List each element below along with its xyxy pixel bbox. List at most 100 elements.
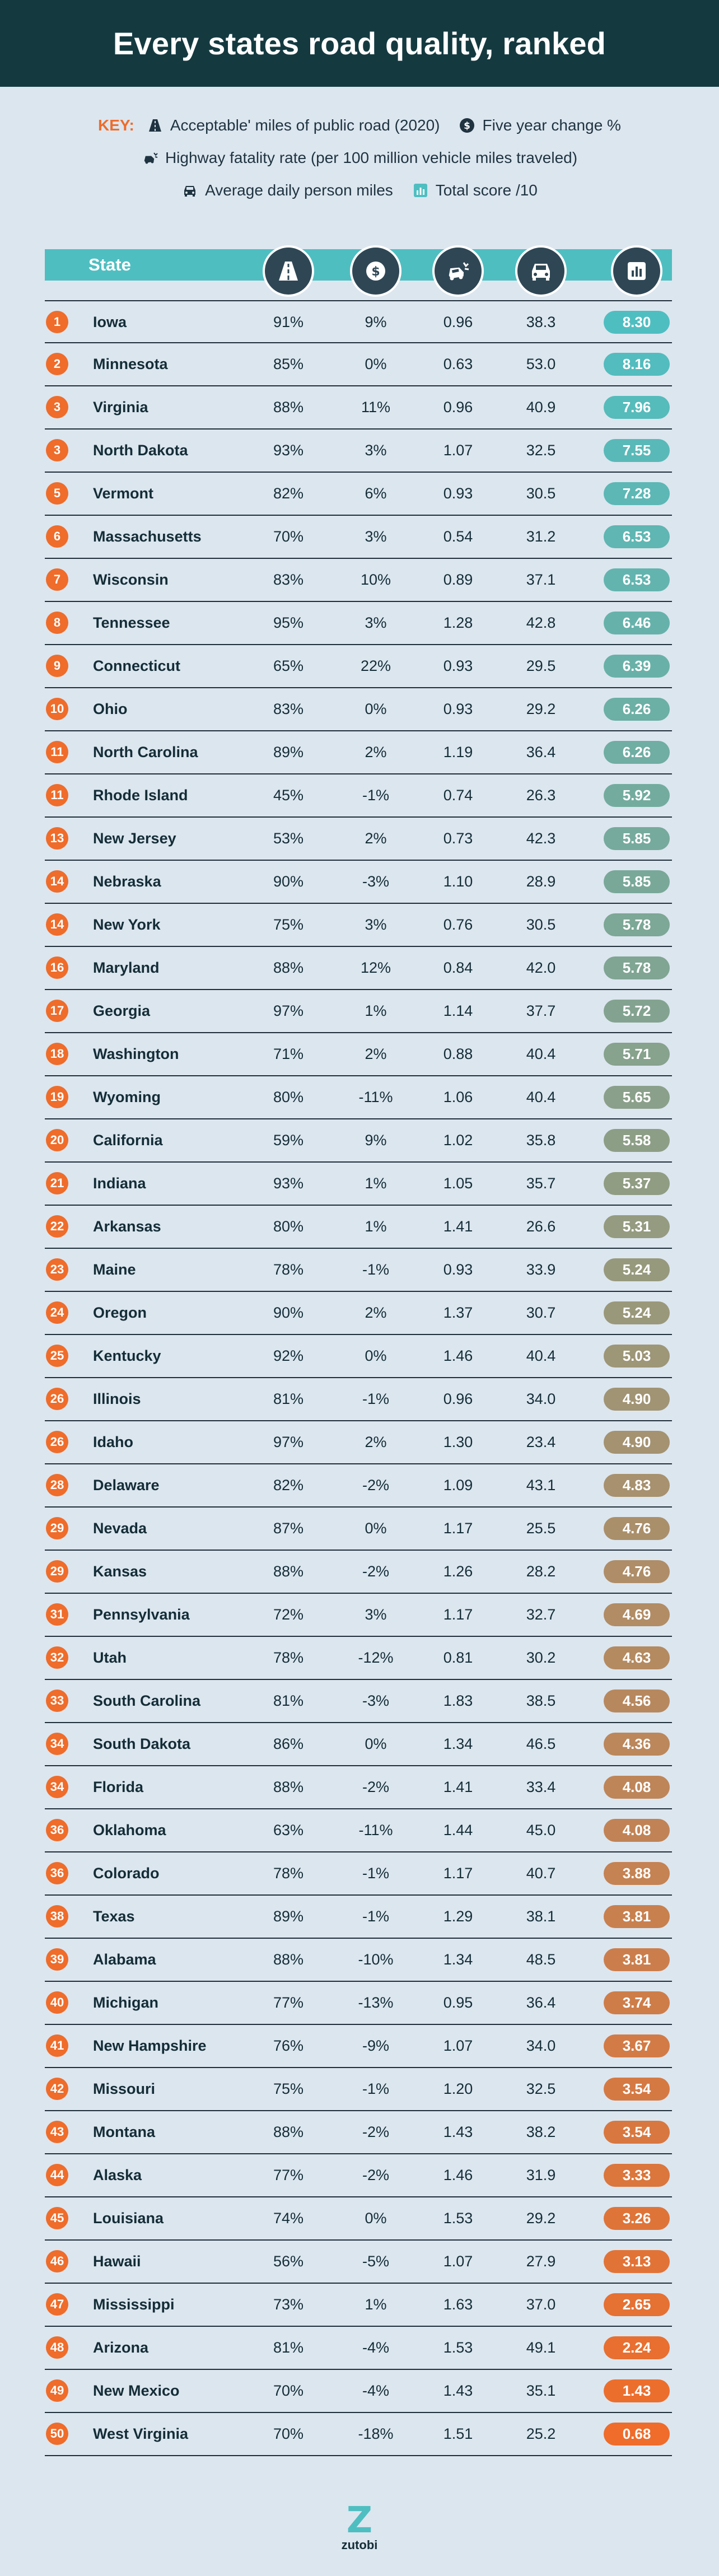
state-name: Arizona [93,2339,149,2356]
table-row: 42 Missouri 75% -1% 1.20 32.5 3.54 [45,2068,672,2111]
daily-person-miles-value: 29.2 [526,2210,556,2227]
fatality-rate-value: 0.89 [443,571,473,588]
total-score-badge: 6.26 [604,741,670,764]
daily-person-miles-value: 28.2 [526,1563,556,1580]
total-score-badge: 2.24 [604,2336,670,2359]
rank-badge: 34 [46,1776,68,1798]
acceptable-miles-value: 80% [273,1218,304,1235]
total-score-badge: 6.46 [604,612,670,634]
rank-badge: 19 [46,1086,68,1108]
state-name: Oregon [93,1304,147,1321]
fatality-rate-value: 1.17 [443,1520,473,1537]
daily-person-miles-value: 40.7 [526,1865,556,1882]
total-score-badge: 6.26 [604,698,670,721]
total-score-badge: 5.37 [604,1172,670,1195]
state-column-header: State [88,255,131,274]
fatality-rate-value: 0.96 [443,1390,473,1407]
rank-badge: 47 [46,2293,68,2316]
table-row: 28 Delaware 82% -2% 1.09 43.1 4.83 [45,1464,672,1508]
table-row: 16 Maryland 88% 12% 0.84 42.0 5.78 [45,947,672,990]
fatality-rate-value: 1.41 [443,1218,473,1235]
total-score-badge: 3.81 [604,1905,670,1928]
state-name: Mississippi [93,2296,175,2313]
state-name: Indiana [93,1175,146,1192]
daily-person-miles-value: 29.5 [526,657,556,674]
key-line-2: Highway fatality rate (per 100 million v… [0,144,719,171]
fatality-rate-value: 1.34 [443,1951,473,1968]
fatality-rate-value: 1.29 [443,1908,473,1925]
daily-person-miles-value: 27.9 [526,2253,556,2270]
five-year-change-value: -1% [362,1865,389,1882]
rank-badge: 22 [46,1215,68,1238]
rank-badge: 3 [46,439,68,461]
state-name: Missouri [93,2080,156,2097]
daily-person-miles-value: 25.5 [526,1520,556,1537]
table-row: 38 Texas 89% -1% 1.29 38.1 3.81 [45,1896,672,1939]
ranking-table: 1 Iowa 91% 9% 0.96 38.3 8.30 2 Minnesota 85% 0% 0.6… [45,300,672,2456]
table-row: 26 Idaho 97% 2% 1.30 23.4 4.90 [45,1421,672,1464]
fatality-rate-value: 1.17 [443,1865,473,1882]
acceptable-miles-value: 88% [273,959,304,976]
daily-person-miles-value: 38.2 [526,2124,556,2140]
five-year-change-value: -2% [362,1477,389,1494]
daily-person-miles-value: 26.6 [526,1218,556,1235]
five-year-change-value: -2% [362,1779,389,1795]
five-year-change-value: 0% [365,1520,387,1537]
daily-person-miles-value: 33.9 [526,1261,556,1278]
acceptable-miles-value: 77% [273,1994,304,2011]
acceptable-miles-value: 81% [273,1692,304,1709]
five-year-change-value: 2% [365,830,387,847]
daily-person-miles-value: 42.8 [526,614,556,631]
five-year-change-value: 0% [365,1347,387,1364]
state-name: Tennessee [93,614,170,631]
total-score-badge: 5.78 [604,913,670,936]
total-score-badge: 7.96 [604,396,670,419]
total-score-badge: 3.54 [604,2078,670,2101]
table-row: 18 Washington 71% 2% 0.88 40.4 5.71 [45,1033,672,1076]
state-name: Iowa [93,314,127,330]
state-name: Georgia [93,1002,151,1019]
state-name: Virginia [93,399,148,416]
fatality-rate-value: 1.28 [443,614,473,631]
total-score-badge: 0.68 [604,2423,670,2446]
fatality-rate-value: 1.10 [443,873,473,890]
state-name: West Virginia [93,2425,189,2442]
acceptable-miles-value: 89% [273,744,304,760]
fatality-rate-value: 1.34 [443,1735,473,1752]
acceptable-miles-value: 78% [273,1865,304,1882]
five-year-change-value: 22% [360,657,391,674]
table-row: 2 Minnesota 85% 0% 0.63 53.0 8.16 [45,343,672,386]
acceptable-miles-value: 90% [273,873,304,890]
five-year-change-value: 1% [365,2296,387,2313]
total-score-badge: 3.54 [604,2121,670,2144]
fatality-rate-value: 1.02 [443,1132,473,1149]
five-year-change-value: -13% [358,1994,394,2011]
daily-person-miles-value: 40.4 [526,1347,556,1364]
five-year-change-value: 6% [365,485,387,502]
key-text-fatality: Highway fatality rate (per 100 million v… [165,149,578,166]
five-year-change-value: -3% [362,1692,389,1709]
daily-person-miles-value: 40.4 [526,1046,556,1062]
table-row: 1 Iowa 91% 9% 0.96 38.3 8.30 [45,300,672,343]
table-row: 3 Virginia 88% 11% 0.96 40.9 7.96 [45,386,672,430]
five-year-change-value: -1% [362,1261,389,1278]
daily-person-miles-value: 30.7 [526,1304,556,1321]
rank-badge: 16 [46,956,68,979]
table-row: 13 New Jersey 53% 2% 0.73 42.3 5.85 [45,818,672,861]
table-row: 39 Alabama 88% -10% 1.34 48.5 3.81 [45,1939,672,1982]
rank-badge: 28 [46,1474,68,1496]
acceptable-miles-value: 72% [273,1606,304,1623]
daily-person-miles-value: 49.1 [526,2339,556,2356]
acceptable-miles-value: 81% [273,1390,304,1407]
daily-person-miles-value: 37.7 [526,1002,556,1019]
acceptable-miles-value: 93% [273,442,304,459]
rank-badge: 8 [46,612,68,634]
total-score-badge: 4.76 [604,1517,670,1540]
rank-badge: 10 [46,698,68,720]
road-icon [147,117,164,134]
five-year-change-value: 9% [365,1132,387,1149]
five-year-change-value: -2% [362,1563,389,1580]
fatality-rate-value: 0.81 [443,1649,473,1666]
daily-person-miles-value: 34.0 [526,1390,556,1407]
daily-person-miles-value: 32.5 [526,2080,556,2097]
